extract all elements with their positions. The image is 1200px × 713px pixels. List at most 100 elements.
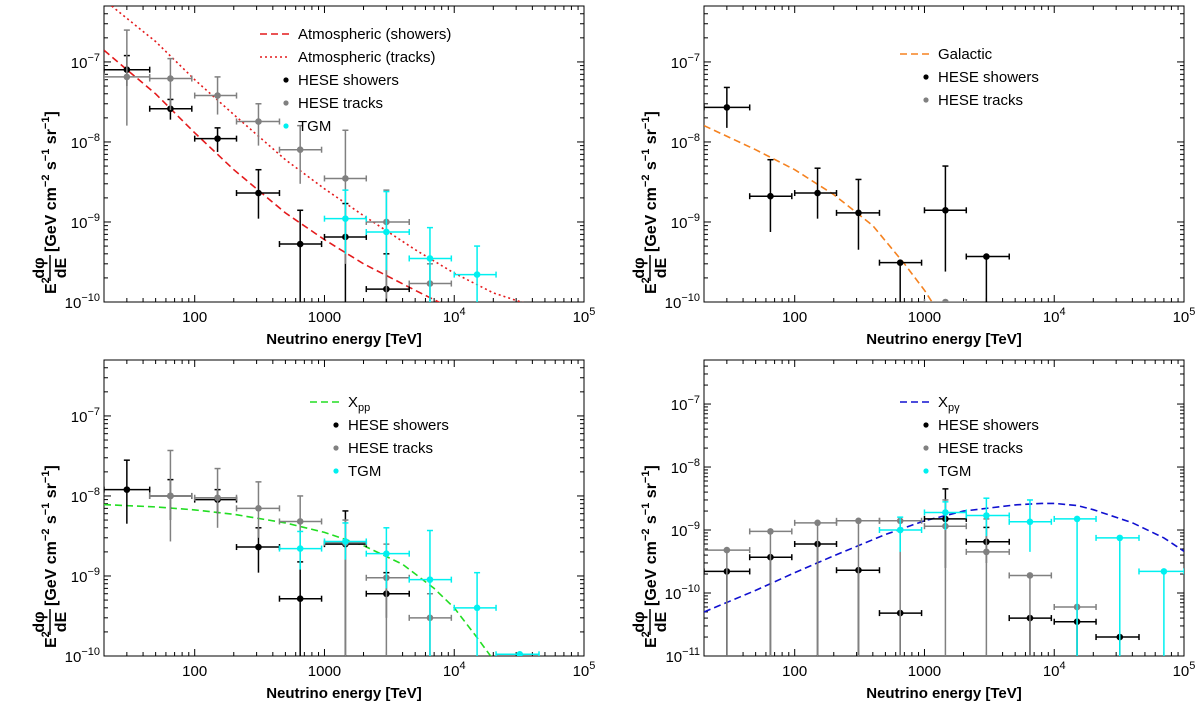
data-point-group — [150, 450, 192, 541]
data-point-group — [237, 482, 280, 538]
x-tick-label: 1000 — [308, 309, 341, 326]
data-point-group — [454, 573, 496, 656]
data-point — [983, 253, 990, 260]
x-tick-label: 100 — [782, 309, 807, 326]
data-point — [942, 509, 949, 516]
data-point — [942, 207, 949, 214]
data-point-group — [366, 190, 409, 299]
y-label-denominator: dE — [653, 611, 670, 632]
x-tick-label: 105 — [1173, 306, 1196, 326]
data-point — [214, 135, 221, 142]
legend-label: Xpγ — [938, 394, 960, 414]
data-point — [124, 74, 131, 81]
y-tick-label: 10−7 — [71, 406, 100, 426]
legend: Xpp HESE showers HESE tracks TGM — [310, 394, 449, 480]
x-tick-label: 105 — [573, 660, 596, 680]
x-axis-label: Neutrino energy [TeV] — [266, 331, 422, 348]
legend-label: Atmospheric (tracks) — [298, 49, 436, 66]
data-point — [297, 545, 304, 552]
data-point-group — [795, 168, 837, 218]
data-point — [297, 595, 304, 602]
x-tick-label: 1000 — [308, 663, 341, 680]
data-point-group — [150, 59, 192, 110]
data-point — [516, 651, 523, 658]
x-tick-label: 100 — [782, 663, 807, 680]
y-tick-label: 10−7 — [671, 52, 700, 72]
data-point-group — [496, 651, 539, 658]
y-axis-label: E2dφ dE [GeV cm−2 s−1 sr−1] — [631, 465, 670, 648]
chart-svg: 100 1000 104 105 10−10 10−9 10−8 10−7 Neutrino e… — [600, 0, 1200, 354]
data-point-group — [454, 246, 496, 302]
chart-svg: 100 1000 104 105 10−10 10−9 10−8 10−7 Neutrino e… — [0, 354, 600, 708]
legend-dot-swatch — [923, 468, 928, 473]
data-point — [814, 190, 821, 197]
data-point-group — [750, 160, 792, 232]
data-point — [474, 271, 481, 278]
y-tick-label: 10−7 — [71, 52, 100, 72]
data-point-group — [704, 547, 750, 656]
legend-dot-swatch — [333, 445, 338, 450]
data-point — [124, 486, 131, 493]
y-tick-label: 10−10 — [65, 646, 100, 666]
data-point-group — [879, 259, 921, 302]
data-point-group — [1139, 568, 1184, 656]
data-point — [855, 518, 862, 525]
y-label-numerator: dφ — [31, 611, 48, 632]
y-tick-label: 10−10 — [665, 583, 700, 603]
y-label-units: [GeV cm−2 s−1 sr−1] — [40, 111, 60, 252]
y-tick-label: 10−9 — [71, 566, 100, 586]
x-tick-label: 1000 — [908, 309, 941, 326]
data-point-group — [1054, 516, 1096, 656]
data-point — [342, 538, 349, 545]
legend-dot-swatch — [283, 77, 288, 82]
data-point — [942, 299, 949, 306]
data-point-group — [966, 498, 1009, 536]
legend-dot-swatch — [283, 123, 288, 128]
y-tick-label: 10−11 — [665, 646, 700, 666]
data-point — [814, 520, 821, 527]
data-point-group — [837, 518, 880, 656]
legend: GalacticHESE showersHESE tracks — [900, 46, 1039, 109]
x-axis-label: Neutrino energy [TeV] — [266, 685, 422, 702]
data-point-group — [1054, 618, 1096, 656]
y-label-denominator: dE — [653, 257, 670, 278]
legend-dot-swatch — [333, 422, 338, 427]
data-point-group — [195, 77, 237, 115]
y-tick-label: 10−8 — [671, 132, 700, 152]
data-point-group — [279, 210, 321, 302]
panel-xpp: 100 1000 104 105 10−10 10−9 10−8 10−7 Neutrino e… — [0, 354, 600, 708]
data-point-group — [104, 30, 150, 126]
legend-label: HESE showers — [298, 72, 399, 89]
y-tick-label: 10−8 — [71, 486, 100, 506]
data-point-group — [324, 523, 366, 560]
data-point-group — [366, 192, 409, 271]
data-point-group — [279, 531, 321, 569]
y-tick-label: 10−10 — [65, 292, 100, 312]
legend-dot-swatch — [923, 445, 928, 450]
data-point — [342, 175, 349, 182]
data-point — [297, 241, 304, 248]
legend-label: HESE tracks — [938, 440, 1023, 457]
y-axis-label: E2dφ dE [GeV cm−2 s−1 sr−1] — [631, 111, 670, 294]
data-point-group — [750, 528, 792, 656]
data-point-group — [1009, 500, 1051, 552]
data-point-group — [195, 490, 237, 514]
y-label-units: [GeV cm−2 s−1 sr−1] — [640, 465, 660, 606]
data-point-group — [366, 254, 409, 302]
data-point — [897, 527, 904, 534]
data-point — [724, 547, 731, 554]
data-point — [1116, 535, 1123, 542]
data-point — [383, 229, 390, 236]
y-tick-label: 10−7 — [671, 394, 700, 414]
legend-label: Xpp — [348, 394, 370, 414]
y-tick-label: 10−9 — [71, 212, 100, 232]
panel-atmospheric: 100 1000 104 105 10−10 10−9 10−8 10−7 Neutrino e… — [0, 0, 600, 354]
data-point — [897, 259, 904, 266]
legend: Atmospheric (showers)Atmospheric (tracks… — [260, 26, 451, 135]
data-point-group — [966, 253, 1009, 302]
data-point — [342, 215, 349, 222]
y-label-denominator: dE — [53, 611, 70, 632]
legend-dot-swatch — [333, 468, 338, 473]
data-point — [983, 549, 990, 556]
